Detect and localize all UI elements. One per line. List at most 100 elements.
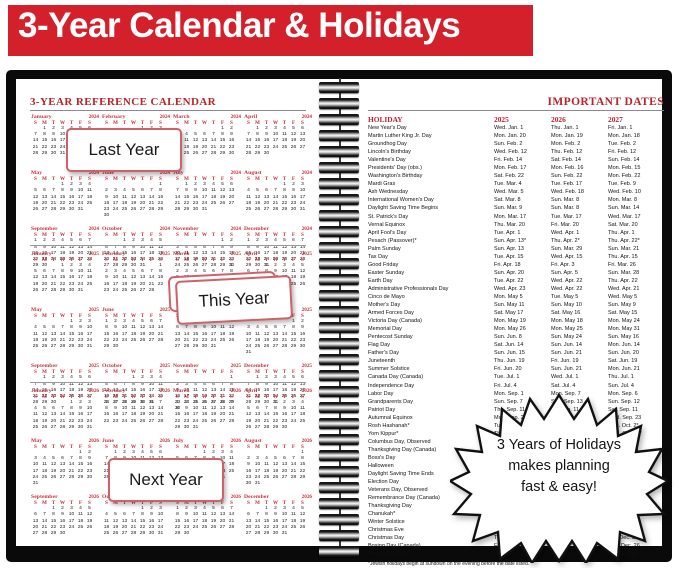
day-cell: 17 (112, 200, 119, 206)
day-cell: 6 (150, 319, 153, 325)
month-name: July (173, 170, 184, 177)
holiday-date: Sat. Dec. 25 (608, 535, 639, 542)
mini-calendar-november-2026: November2026SMTWTFS123456789101112131415… (172, 494, 243, 544)
weekday-label: F (149, 369, 154, 376)
day-cell: 15 (41, 138, 48, 144)
day-cell: 21 (281, 337, 288, 343)
holiday-name: Presidents' Day (obs.) (368, 165, 422, 172)
weekday-label: T (282, 176, 287, 183)
weekday-label: T (69, 257, 74, 263)
day-cell: 22 (157, 281, 164, 287)
day-cell: 30 (68, 287, 75, 293)
day-cell: 25 (290, 524, 297, 530)
weekday-label: T (140, 120, 145, 126)
day-cell: 15 (59, 194, 66, 200)
mini-calendar-header: September 2024 (30, 226, 101, 232)
holiday-name: Flag Day (368, 342, 391, 349)
day-cell: 28 (50, 287, 57, 293)
day-cell: 24 (59, 144, 66, 150)
day-cell: 11 (290, 269, 297, 275)
day-cell: 7 (34, 381, 37, 387)
holiday-date: Sun. Jun. 15 (494, 350, 525, 357)
day-cell: 20 (50, 337, 57, 343)
weekday-label: M (42, 394, 47, 400)
day-cell: 10 (77, 269, 84, 275)
holiday-date: Thu. Apr. 22 (608, 277, 638, 284)
holiday-date: Sat. Mar. 20 (608, 221, 638, 228)
day-cell: 26 (263, 344, 270, 350)
weekday-label: F (78, 313, 83, 320)
day-cell: 7 (283, 325, 286, 331)
day-cell: 5 (301, 263, 304, 268)
holiday-name: Veterans Day, Observed (368, 487, 428, 494)
day-cell: 9 (141, 381, 144, 387)
day-cell: 1 (176, 400, 179, 405)
weekday-label: T (211, 120, 216, 126)
day-cell: 10 (32, 462, 39, 468)
day-cell: 26 (254, 207, 261, 213)
day-cell: 4 (61, 238, 64, 244)
holiday-name: Groundhog Day (368, 141, 407, 148)
month-name: June (102, 307, 114, 314)
weekday-label: S (176, 394, 179, 400)
day-cell: 10 (77, 188, 84, 194)
day-cell: 2 (70, 263, 73, 268)
day-cell: 5 (105, 381, 108, 387)
day-cell: 21 (50, 281, 57, 287)
month-year: 2024 (159, 114, 170, 120)
mini-calendar-header: July 2024 (172, 170, 243, 176)
day-cell: 1 (230, 375, 233, 381)
day-cell: 13 (272, 331, 279, 337)
day-cell: 20 (50, 418, 57, 424)
day-cell: 19 (50, 468, 57, 474)
day-cell: 27 (112, 400, 119, 406)
day-cell: 15 (299, 462, 306, 468)
day-cell: 27 (201, 150, 208, 156)
day-cell: 28 (50, 207, 57, 213)
day-cell: 7 (61, 325, 64, 331)
day-cell: 23 (50, 394, 57, 400)
day-cell: 15 (219, 138, 226, 144)
weekday-label: S (159, 120, 162, 126)
day-cell: 12 (272, 462, 279, 468)
weekday-label: T (264, 369, 269, 376)
weekday-label: M (42, 500, 47, 507)
day-cell: 27 (272, 344, 279, 350)
weekday-label: W (272, 444, 279, 451)
month-year: 2025 (88, 363, 99, 370)
day-cell: 24 (86, 337, 93, 343)
day-cell: 30 (245, 481, 252, 487)
holiday-date: Fri. Feb. 12 (608, 149, 637, 156)
day-cell: 6 (221, 400, 224, 405)
day-cell: 17 (59, 387, 66, 393)
day-cell: 23 (228, 257, 235, 263)
day-cell: 1 (256, 126, 259, 131)
day-cell: 16 (112, 331, 119, 337)
weekday-label: W (59, 176, 66, 183)
day-cell: 20 (281, 468, 288, 474)
day-cell: 23 (192, 200, 199, 206)
day-cell: 18 (201, 518, 208, 524)
day-cell: 30 (50, 150, 57, 156)
day-cell: 8 (79, 456, 82, 462)
weekday-label: M (255, 394, 260, 400)
holiday-row: Armed Forces Day Sat. May 17 Sat. May 16 Sa… (368, 309, 666, 317)
day-cell: 31 (139, 263, 146, 269)
month-year: 2024 (88, 114, 99, 120)
month-name: December (244, 494, 270, 501)
day-cell: 24 (68, 524, 75, 530)
day-cell: 5 (52, 456, 55, 462)
holiday-date: Tue. Mar. 17 (551, 213, 582, 220)
day-cell: 3 (88, 400, 91, 405)
day-cell: 11 (299, 406, 306, 412)
day-cell: 4 (34, 325, 37, 331)
weekday-label: T (122, 444, 127, 451)
day-cell: 18 (290, 275, 297, 281)
weekday-label: T (122, 176, 127, 183)
mini-calendar-header: August 2026 (243, 438, 314, 444)
day-cell: 31 (281, 531, 288, 537)
